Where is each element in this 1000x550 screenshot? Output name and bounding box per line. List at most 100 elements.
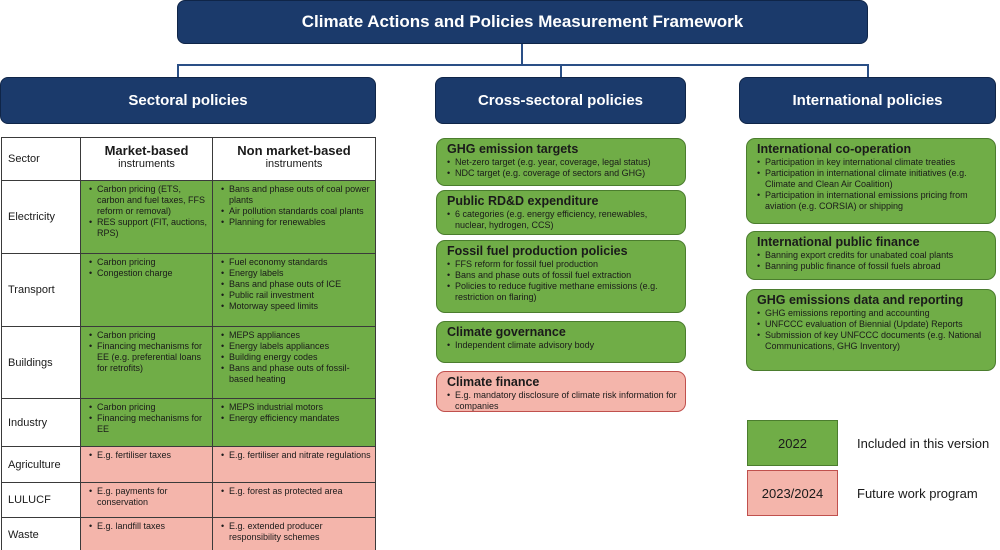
- instrument-item: Carbon pricing (ETS, carbon and fuel tax…: [89, 184, 208, 217]
- policy-item-list: Banning export credits for unabated coal…: [757, 250, 987, 272]
- policy-item-list: E.g. mandatory disclosure of climate ris…: [447, 390, 677, 412]
- framework-title: Climate Actions and Policies Measurement…: [177, 0, 868, 44]
- policy-item: 6 categories (e.g. energy efficiency, re…: [447, 209, 677, 231]
- policy-item: Participation in key international clima…: [757, 157, 987, 168]
- connector-vertical: [521, 44, 523, 65]
- legend-label-future: Future work program: [857, 486, 978, 501]
- instrument-list: E.g. forest as protected area: [213, 483, 375, 499]
- ghg-emission-targets-box: GHG emission targetsNet-zero target (e.g…: [436, 138, 686, 186]
- instrument-item: Energy labels appliances: [221, 341, 371, 352]
- instrument-list: Carbon pricingFinancing mechanisms for E…: [81, 399, 212, 437]
- table-row-industry: IndustryCarbon pricingFinancing mechanis…: [1, 398, 376, 447]
- sector-name: Waste: [1, 517, 81, 550]
- climate-governance-box: Climate governanceIndependent climate ad…: [436, 321, 686, 363]
- non-market-based-cell: MEPS industrial motorsEnergy efficiency …: [212, 398, 376, 447]
- non-market-based-cell: E.g. extended producer responsibility sc…: [212, 517, 376, 550]
- instrument-item: E.g. fertiliser taxes: [89, 450, 208, 461]
- market-based-cell: Carbon pricingFinancing mechanisms for E…: [80, 326, 213, 399]
- market-based-column-header: Market-based instruments: [80, 137, 213, 181]
- non-market-based-cell: Bans and phase outs of coal power plants…: [212, 180, 376, 254]
- policy-item: E.g. mandatory disclosure of climate ris…: [447, 390, 677, 412]
- instrument-item: E.g. landfill taxes: [89, 521, 208, 532]
- policy-item: NDC target (e.g. coverage of sectors and…: [447, 168, 677, 179]
- table-row-agriculture: Agriculture E.g. fertiliser taxes E.g. fer…: [1, 446, 376, 483]
- instrument-list: E.g. payments for conservation: [81, 483, 212, 510]
- legend-swatch-2022: 2022: [747, 420, 838, 466]
- instrument-item: Bans and phase outs of coal power plants: [221, 184, 371, 206]
- policy-item-list: Independent climate advisory body: [447, 340, 677, 351]
- non-market-based-title: Non market-based: [237, 143, 351, 158]
- table-row-buildings: BuildingsCarbon pricingFinancing mechani…: [1, 326, 376, 399]
- non-market-based-column-header: Non market-based instruments: [212, 137, 376, 181]
- policy-box-title: Climate governance: [447, 325, 566, 339]
- policy-item-list: GHG emissions reporting and accountingUN…: [757, 308, 987, 352]
- policy-box-title: International public finance: [757, 235, 920, 249]
- policy-box-title: International co-operation: [757, 142, 912, 156]
- market-based-cell: E.g. payments for conservation: [80, 482, 213, 518]
- sector-table-body: ElectricityCarbon pricing (ETS, carbon a…: [1, 180, 376, 550]
- table-row-lulucf: LULUCF E.g. payments for conservation E.g.…: [1, 482, 376, 518]
- policy-item-list: 6 categories (e.g. energy efficiency, re…: [447, 209, 677, 231]
- sector-name: Electricity: [1, 180, 81, 254]
- policy-item: Participation in international emissions…: [757, 190, 987, 212]
- policy-item: Banning public finance of fossil fuels a…: [757, 261, 987, 272]
- climate-finance-box: Climate financeE.g. mandatory disclosure…: [436, 371, 686, 412]
- legend-label-included: Included in this version: [857, 436, 990, 451]
- instrument-item: RES support (FIT, auctions, RPS): [89, 217, 208, 239]
- instrument-list: E.g. fertiliser and nitrate regulations: [213, 447, 375, 463]
- policy-box-title: GHG emission targets: [447, 142, 579, 156]
- market-based-subtitle: instruments: [118, 158, 175, 170]
- cross-sectoral-policies-header: Cross-sectoral policies: [435, 77, 686, 124]
- connector-cross: [560, 64, 562, 77]
- instrument-list: E.g. landfill taxes: [81, 518, 212, 534]
- sector-column-header: Sector: [1, 137, 81, 181]
- instrument-item: Motorway speed limits: [221, 301, 371, 312]
- table-header-row: Sector Market-based instruments Non mark…: [1, 137, 376, 181]
- instrument-item: Bans and phase outs of fossil-based heat…: [221, 363, 371, 385]
- policy-item: Submission of key UNFCCC documents (e.g.…: [757, 330, 987, 352]
- policy-item: Participation in international climate i…: [757, 168, 987, 190]
- instrument-item: Public rail investment: [221, 290, 371, 301]
- sectoral-policies-table: Sector Market-based instruments Non mark…: [1, 137, 376, 550]
- policy-item-list: Participation in key international clima…: [757, 157, 987, 212]
- instrument-item: Congestion charge: [89, 268, 208, 279]
- instrument-item: Financing mechanisms for EE: [89, 413, 208, 435]
- instrument-item: E.g. payments for conservation: [89, 486, 208, 508]
- market-based-cell: E.g. landfill taxes: [80, 517, 213, 550]
- policy-item: Banning export credits for unabated coal…: [757, 250, 987, 261]
- fossil-fuel-production-policies-box: Fossil fuel production policiesFFS refor…: [436, 240, 686, 313]
- market-based-cell: Carbon pricing (ETS, carbon and fuel tax…: [80, 180, 213, 254]
- instrument-item: Planning for renewables: [221, 217, 371, 228]
- policy-box-title: Public RD&D expenditure: [447, 194, 599, 208]
- instrument-list: Carbon pricing (ETS, carbon and fuel tax…: [81, 181, 212, 241]
- policy-item: GHG emissions reporting and accounting: [757, 308, 987, 319]
- instrument-item: Air pollution standards coal plants: [221, 206, 371, 217]
- instrument-item: Carbon pricing: [89, 257, 208, 268]
- table-row-electricity: ElectricityCarbon pricing (ETS, carbon a…: [1, 180, 376, 254]
- international-policies-header: International policies: [739, 77, 996, 124]
- instrument-item: Fuel economy standards: [221, 257, 371, 268]
- instrument-item: Energy efficiency mandates: [221, 413, 371, 424]
- sector-name: Buildings: [1, 326, 81, 399]
- market-based-cell: Carbon pricingFinancing mechanisms for E…: [80, 398, 213, 447]
- market-based-cell: Carbon pricingCongestion charge: [80, 253, 213, 327]
- connector-international: [867, 64, 869, 77]
- policy-item: FFS reform for fossil fuel production: [447, 259, 677, 270]
- public-rd-d-expenditure-box: Public RD&D expenditure6 categories (e.g…: [436, 190, 686, 235]
- ghg-emissions-data-and-reporting-box: GHG emissions data and reportingGHG emis…: [746, 289, 996, 371]
- instrument-item: E.g. forest as protected area: [221, 486, 371, 497]
- market-based-title: Market-based: [104, 143, 189, 158]
- instrument-item: Carbon pricing: [89, 402, 208, 413]
- instrument-item: E.g. fertiliser and nitrate regulations: [221, 450, 371, 461]
- instrument-item: Carbon pricing: [89, 330, 208, 341]
- legend-swatch-2023-2024: 2023/2024: [747, 470, 838, 516]
- policy-item-list: Net-zero target (e.g. year, coverage, le…: [447, 157, 677, 179]
- policy-box-title: Climate finance: [447, 375, 540, 389]
- connector-horizontal: [177, 64, 869, 66]
- market-based-cell: E.g. fertiliser taxes: [80, 446, 213, 483]
- instrument-item: Financing mechanisms for EE (e.g. prefer…: [89, 341, 208, 374]
- non-market-based-cell: E.g. forest as protected area: [212, 482, 376, 518]
- instrument-list: E.g. extended producer responsibility sc…: [213, 518, 375, 545]
- sectoral-policies-header: Sectoral policies: [0, 77, 376, 124]
- policy-box-title: Fossil fuel production policies: [447, 244, 628, 258]
